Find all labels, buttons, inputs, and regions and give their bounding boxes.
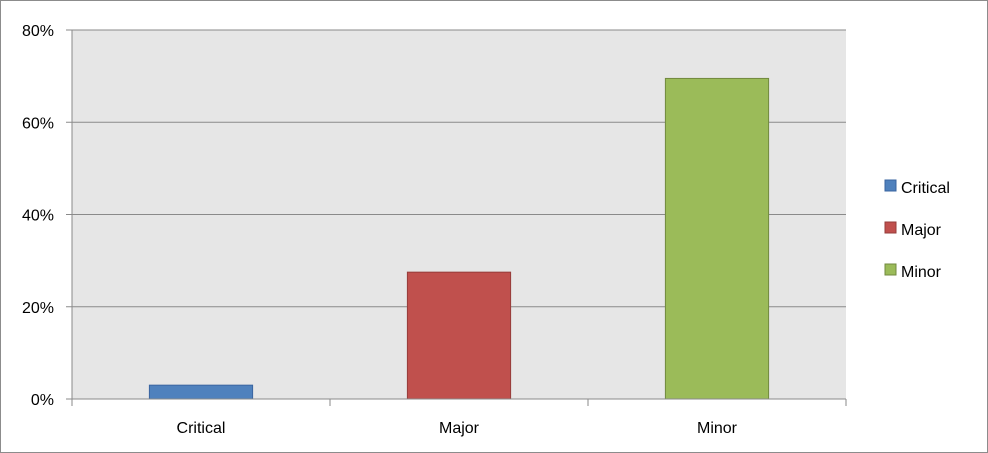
legend-swatch — [884, 179, 897, 192]
legend: Critical Major Minor — [884, 179, 950, 281]
y-tick-label: 40% — [22, 208, 54, 225]
y-tick-label: 80% — [22, 23, 54, 40]
legend-label: Critical — [901, 180, 950, 197]
bar-critical — [148, 384, 254, 400]
x-tick-label: Major — [439, 420, 480, 437]
y-axis-ticks: 0% 20% 40% 60% 80% — [22, 23, 72, 409]
y-tick-label: 60% — [22, 115, 54, 132]
legend-label: Minor — [901, 264, 942, 281]
x-tick-label: Critical — [177, 420, 226, 437]
y-tick-label: 0% — [31, 392, 54, 409]
legend-label: Major — [901, 222, 942, 239]
legend-swatch — [884, 263, 897, 276]
bar-major — [406, 271, 512, 400]
x-axis-ticks: Critical Major Minor — [71, 399, 847, 437]
legend-item-critical: Critical — [884, 179, 950, 197]
legend-item-major: Major — [884, 221, 942, 239]
y-tick-label: 20% — [22, 300, 54, 317]
legend-item-minor: Minor — [884, 263, 942, 281]
bar-minor — [664, 77, 770, 400]
bars — [148, 77, 770, 400]
x-tick-label: Minor — [697, 420, 738, 437]
legend-swatch — [884, 221, 897, 234]
